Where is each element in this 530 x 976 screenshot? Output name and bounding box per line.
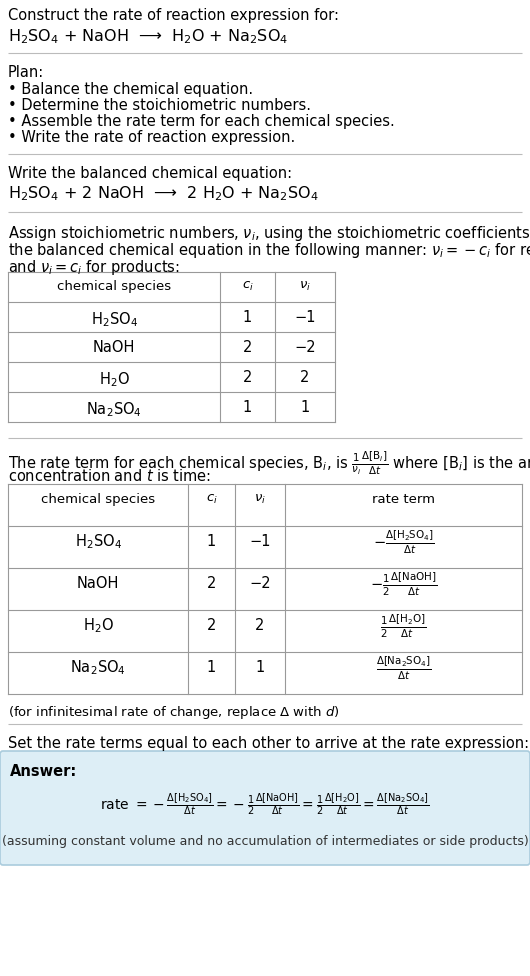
- Text: Answer:: Answer:: [10, 764, 77, 779]
- Text: rate term: rate term: [372, 493, 435, 506]
- Text: $\frac{\Delta[\mathrm{Na_2SO_4}]}{\Delta t}$: $\frac{\Delta[\mathrm{Na_2SO_4}]}{\Delta…: [376, 654, 431, 681]
- Text: Plan:: Plan:: [8, 65, 44, 80]
- Text: concentration and $t$ is time:: concentration and $t$ is time:: [8, 468, 211, 484]
- Text: Write the balanced chemical equation:: Write the balanced chemical equation:: [8, 166, 292, 181]
- Text: H$_2$SO$_4$ + 2 NaOH  ⟶  2 H$_2$O + Na$_2$SO$_4$: H$_2$SO$_4$ + 2 NaOH ⟶ 2 H$_2$O + Na$_2$…: [8, 184, 319, 203]
- Text: 2: 2: [243, 370, 252, 385]
- Text: the balanced chemical equation in the following manner: $\nu_i = -c_i$ for react: the balanced chemical equation in the fo…: [8, 241, 530, 260]
- Text: 2: 2: [301, 370, 310, 385]
- Text: 1: 1: [243, 400, 252, 415]
- Text: Set the rate terms equal to each other to arrive at the rate expression:: Set the rate terms equal to each other t…: [8, 736, 529, 751]
- Text: chemical species: chemical species: [57, 280, 171, 293]
- Text: (for infinitesimal rate of change, replace Δ with $d$): (for infinitesimal rate of change, repla…: [8, 704, 340, 721]
- Text: Na$_2$SO$_4$: Na$_2$SO$_4$: [86, 400, 142, 419]
- Text: $\nu_i$: $\nu_i$: [254, 493, 266, 507]
- Text: NaOH: NaOH: [77, 577, 119, 591]
- Text: −1: −1: [294, 310, 316, 325]
- Text: chemical species: chemical species: [41, 493, 155, 506]
- Text: Assign stoichiometric numbers, $\nu_i$, using the stoichiometric coefficients, $: Assign stoichiometric numbers, $\nu_i$, …: [8, 224, 530, 243]
- Text: • Assemble the rate term for each chemical species.: • Assemble the rate term for each chemic…: [8, 114, 395, 129]
- Text: • Write the rate of reaction expression.: • Write the rate of reaction expression.: [8, 130, 295, 145]
- Text: 2: 2: [255, 619, 264, 633]
- Text: $c_i$: $c_i$: [206, 493, 217, 507]
- Text: H$_2$SO$_4$: H$_2$SO$_4$: [91, 310, 137, 329]
- Text: NaOH: NaOH: [93, 340, 135, 355]
- Text: $c_i$: $c_i$: [242, 280, 253, 293]
- Text: −1: −1: [249, 535, 271, 549]
- Text: 2: 2: [207, 619, 216, 633]
- Text: −2: −2: [249, 577, 271, 591]
- Text: rate $= -\frac{\Delta[\mathrm{H_2SO_4}]}{\Delta t} = -\frac{1}{2}\frac{\Delta[\m: rate $= -\frac{\Delta[\mathrm{H_2SO_4}]}…: [100, 792, 430, 817]
- Text: Na$_2$SO$_4$: Na$_2$SO$_4$: [70, 659, 126, 677]
- Text: 2: 2: [243, 340, 252, 355]
- Text: 1: 1: [255, 661, 264, 675]
- Text: H$_2$SO$_4$ + NaOH  ⟶  H$_2$O + Na$_2$SO$_4$: H$_2$SO$_4$ + NaOH ⟶ H$_2$O + Na$_2$SO$_…: [8, 27, 288, 46]
- Text: and $\nu_i = c_i$ for products:: and $\nu_i = c_i$ for products:: [8, 258, 180, 277]
- Text: (assuming constant volume and no accumulation of intermediates or side products): (assuming constant volume and no accumul…: [2, 835, 528, 848]
- Text: $-\frac{\Delta[\mathrm{H_2SO_4}]}{\Delta t}$: $-\frac{\Delta[\mathrm{H_2SO_4}]}{\Delta…: [373, 528, 434, 555]
- Text: 1: 1: [207, 535, 216, 549]
- Text: H$_2$O: H$_2$O: [99, 370, 129, 388]
- Text: • Determine the stoichiometric numbers.: • Determine the stoichiometric numbers.: [8, 98, 311, 113]
- Text: 1: 1: [301, 400, 310, 415]
- Text: $\frac{1}{2}\frac{\Delta[\mathrm{H_2O}]}{\Delta t}$: $\frac{1}{2}\frac{\Delta[\mathrm{H_2O}]}…: [381, 612, 427, 639]
- Text: −2: −2: [294, 340, 316, 355]
- Text: 2: 2: [207, 577, 216, 591]
- Text: $\nu_i$: $\nu_i$: [299, 280, 311, 293]
- FancyBboxPatch shape: [0, 751, 530, 865]
- Text: The rate term for each chemical species, B$_i$, is $\frac{1}{\nu_i}\frac{\Delta[: The rate term for each chemical species,…: [8, 450, 530, 477]
- Text: 1: 1: [243, 310, 252, 325]
- Text: $-\frac{1}{2}\frac{\Delta[\mathrm{NaOH}]}{\Delta t}$: $-\frac{1}{2}\frac{\Delta[\mathrm{NaOH}]…: [370, 570, 437, 597]
- Text: 1: 1: [207, 661, 216, 675]
- Text: • Balance the chemical equation.: • Balance the chemical equation.: [8, 82, 253, 97]
- Text: H$_2$O: H$_2$O: [83, 617, 113, 635]
- Text: Construct the rate of reaction expression for:: Construct the rate of reaction expressio…: [8, 8, 339, 23]
- Text: H$_2$SO$_4$: H$_2$SO$_4$: [75, 533, 121, 551]
